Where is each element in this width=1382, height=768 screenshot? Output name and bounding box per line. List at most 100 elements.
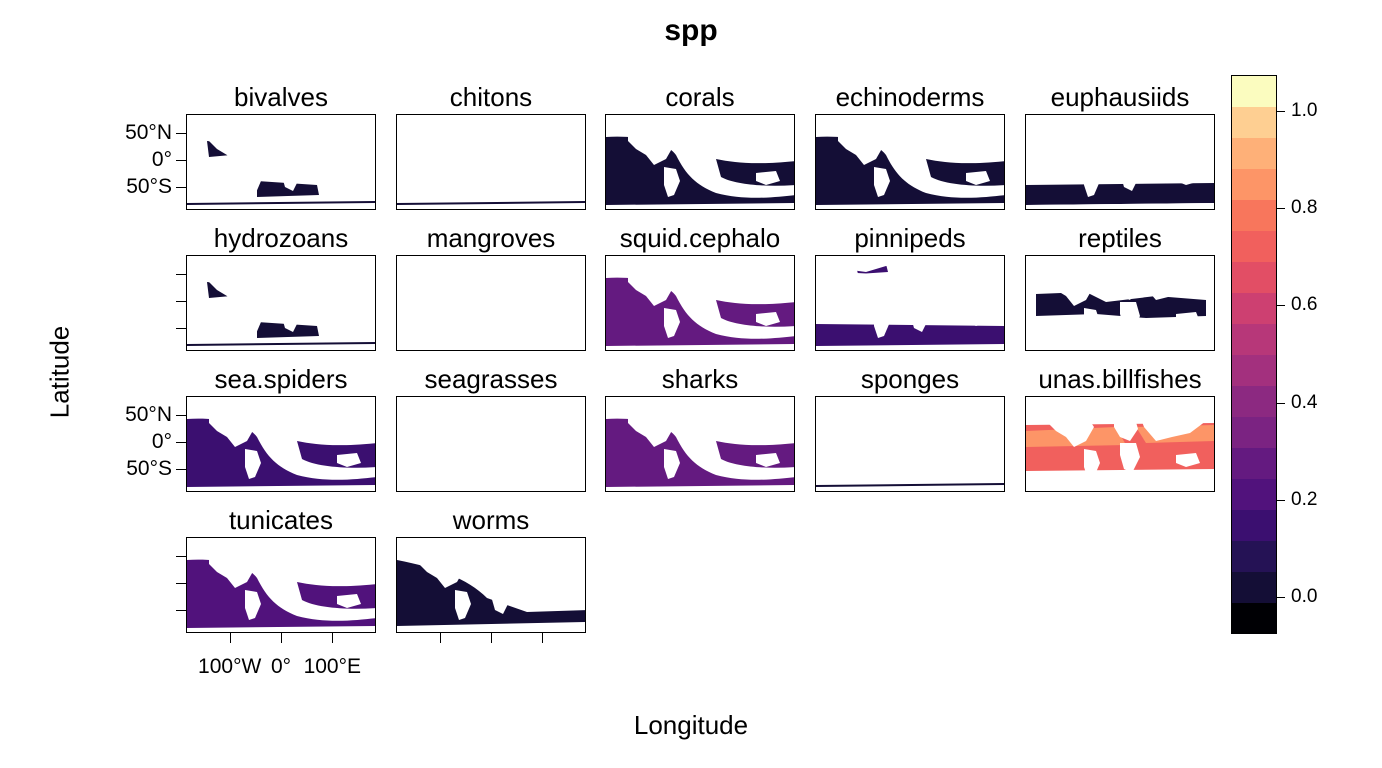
land-mask bbox=[509, 550, 577, 582]
colorbar-tick-label: 0.6 bbox=[1291, 294, 1317, 316]
colorbar-tick-label: 0.4 bbox=[1291, 392, 1317, 414]
land-mask bbox=[419, 131, 465, 165]
panel-title: sharks bbox=[585, 364, 815, 395]
panel-title: seagrasses bbox=[376, 364, 606, 395]
land-mask bbox=[838, 272, 884, 306]
land-mask bbox=[718, 268, 786, 300]
colorbar-tick-mark bbox=[1277, 500, 1285, 501]
land-mask bbox=[928, 268, 996, 300]
colorbar-tick-mark bbox=[1277, 305, 1285, 306]
x-axis-label: Longitude bbox=[0, 710, 1382, 741]
land-mask bbox=[700, 302, 720, 332]
land-mask bbox=[281, 443, 301, 473]
land-mask bbox=[1026, 344, 1215, 351]
y-tick-mark bbox=[176, 415, 186, 416]
map-panel bbox=[1025, 396, 1215, 492]
land-mask bbox=[337, 171, 361, 185]
land-mask bbox=[966, 312, 990, 326]
land-mask bbox=[700, 443, 720, 473]
land-mask bbox=[397, 626, 586, 633]
panel-title: sea.spiders bbox=[166, 364, 396, 395]
panel-title: tunicates bbox=[166, 505, 396, 536]
map-panel bbox=[1025, 255, 1215, 351]
colorbar-tick-label: 0.2 bbox=[1291, 489, 1317, 511]
x-tick-mark bbox=[542, 633, 543, 643]
land-mask bbox=[485, 556, 509, 582]
panel-title: unas.billfishes bbox=[1005, 364, 1235, 395]
land-mask bbox=[337, 312, 361, 326]
panel-title: hydrozoans bbox=[166, 223, 396, 254]
map-raster bbox=[187, 115, 376, 210]
land-mask bbox=[1026, 485, 1215, 492]
land-mask bbox=[547, 594, 571, 608]
map-raster bbox=[1026, 256, 1215, 351]
map-raster bbox=[606, 397, 795, 492]
y-tick-mark bbox=[176, 442, 186, 443]
land-mask bbox=[299, 268, 367, 300]
map-raster bbox=[397, 538, 586, 633]
y-tick-label: 50°S bbox=[82, 457, 172, 481]
land-mask bbox=[1138, 127, 1206, 159]
heat-region bbox=[1026, 183, 1215, 205]
land-mask bbox=[838, 413, 884, 447]
map-raster bbox=[606, 256, 795, 351]
x-tick-mark bbox=[491, 633, 492, 643]
land-mask bbox=[718, 127, 786, 159]
land-mask bbox=[275, 133, 299, 159]
land-mask bbox=[485, 133, 509, 159]
land-mask bbox=[299, 550, 367, 582]
y-tick-mark bbox=[176, 160, 186, 161]
land-mask bbox=[718, 409, 786, 441]
panel-title: pinnipeds bbox=[795, 223, 1025, 254]
x-tick-mark bbox=[230, 633, 231, 643]
panel-title: chitons bbox=[376, 82, 606, 113]
land-mask bbox=[281, 584, 301, 614]
land-mask bbox=[1138, 268, 1206, 300]
y-tick-mark bbox=[176, 301, 186, 302]
land-mask bbox=[1176, 171, 1200, 185]
map-panel bbox=[186, 114, 376, 210]
panel-title: corals bbox=[585, 82, 815, 113]
colorbar-frame bbox=[1231, 75, 1277, 633]
panel-title: sponges bbox=[795, 364, 1025, 395]
map-raster bbox=[816, 256, 1005, 351]
land-mask bbox=[874, 449, 890, 479]
map-panel bbox=[396, 537, 586, 633]
land-mask bbox=[910, 443, 930, 473]
y-tick-mark bbox=[176, 469, 186, 470]
map-panel bbox=[186, 255, 376, 351]
map-panel bbox=[815, 396, 1005, 492]
map-raster bbox=[187, 397, 376, 492]
land-mask bbox=[904, 274, 928, 300]
y-tick-mark bbox=[176, 187, 186, 188]
land-mask bbox=[694, 133, 718, 159]
colorbar-tick-mark bbox=[1277, 208, 1285, 209]
panel-title: bivalves bbox=[166, 82, 396, 113]
map-raster bbox=[1026, 397, 1215, 492]
y-tick-label: 50°N bbox=[82, 121, 172, 145]
map-raster bbox=[187, 538, 376, 633]
map-panel bbox=[815, 114, 1005, 210]
map-panel bbox=[186, 396, 376, 492]
map-raster bbox=[397, 256, 586, 351]
y-tick-mark bbox=[176, 556, 186, 557]
land-mask bbox=[694, 415, 718, 441]
land-mask bbox=[928, 127, 996, 159]
map-panel bbox=[396, 255, 586, 351]
land-mask bbox=[275, 415, 299, 441]
land-mask bbox=[299, 127, 367, 159]
colorbar-tick-mark bbox=[1277, 111, 1285, 112]
map-panel bbox=[605, 114, 795, 210]
land-mask bbox=[509, 127, 577, 159]
map-panel bbox=[186, 537, 376, 633]
map-panel bbox=[605, 396, 795, 492]
land-mask bbox=[700, 161, 720, 191]
panel-title: reptiles bbox=[1005, 223, 1235, 254]
colorbar-tick-mark bbox=[1277, 597, 1285, 598]
map-raster bbox=[397, 397, 586, 492]
land-mask bbox=[904, 133, 928, 159]
y-tick-mark bbox=[176, 133, 186, 134]
land-mask bbox=[455, 167, 471, 197]
land-mask bbox=[910, 161, 930, 191]
map-panel bbox=[605, 255, 795, 351]
